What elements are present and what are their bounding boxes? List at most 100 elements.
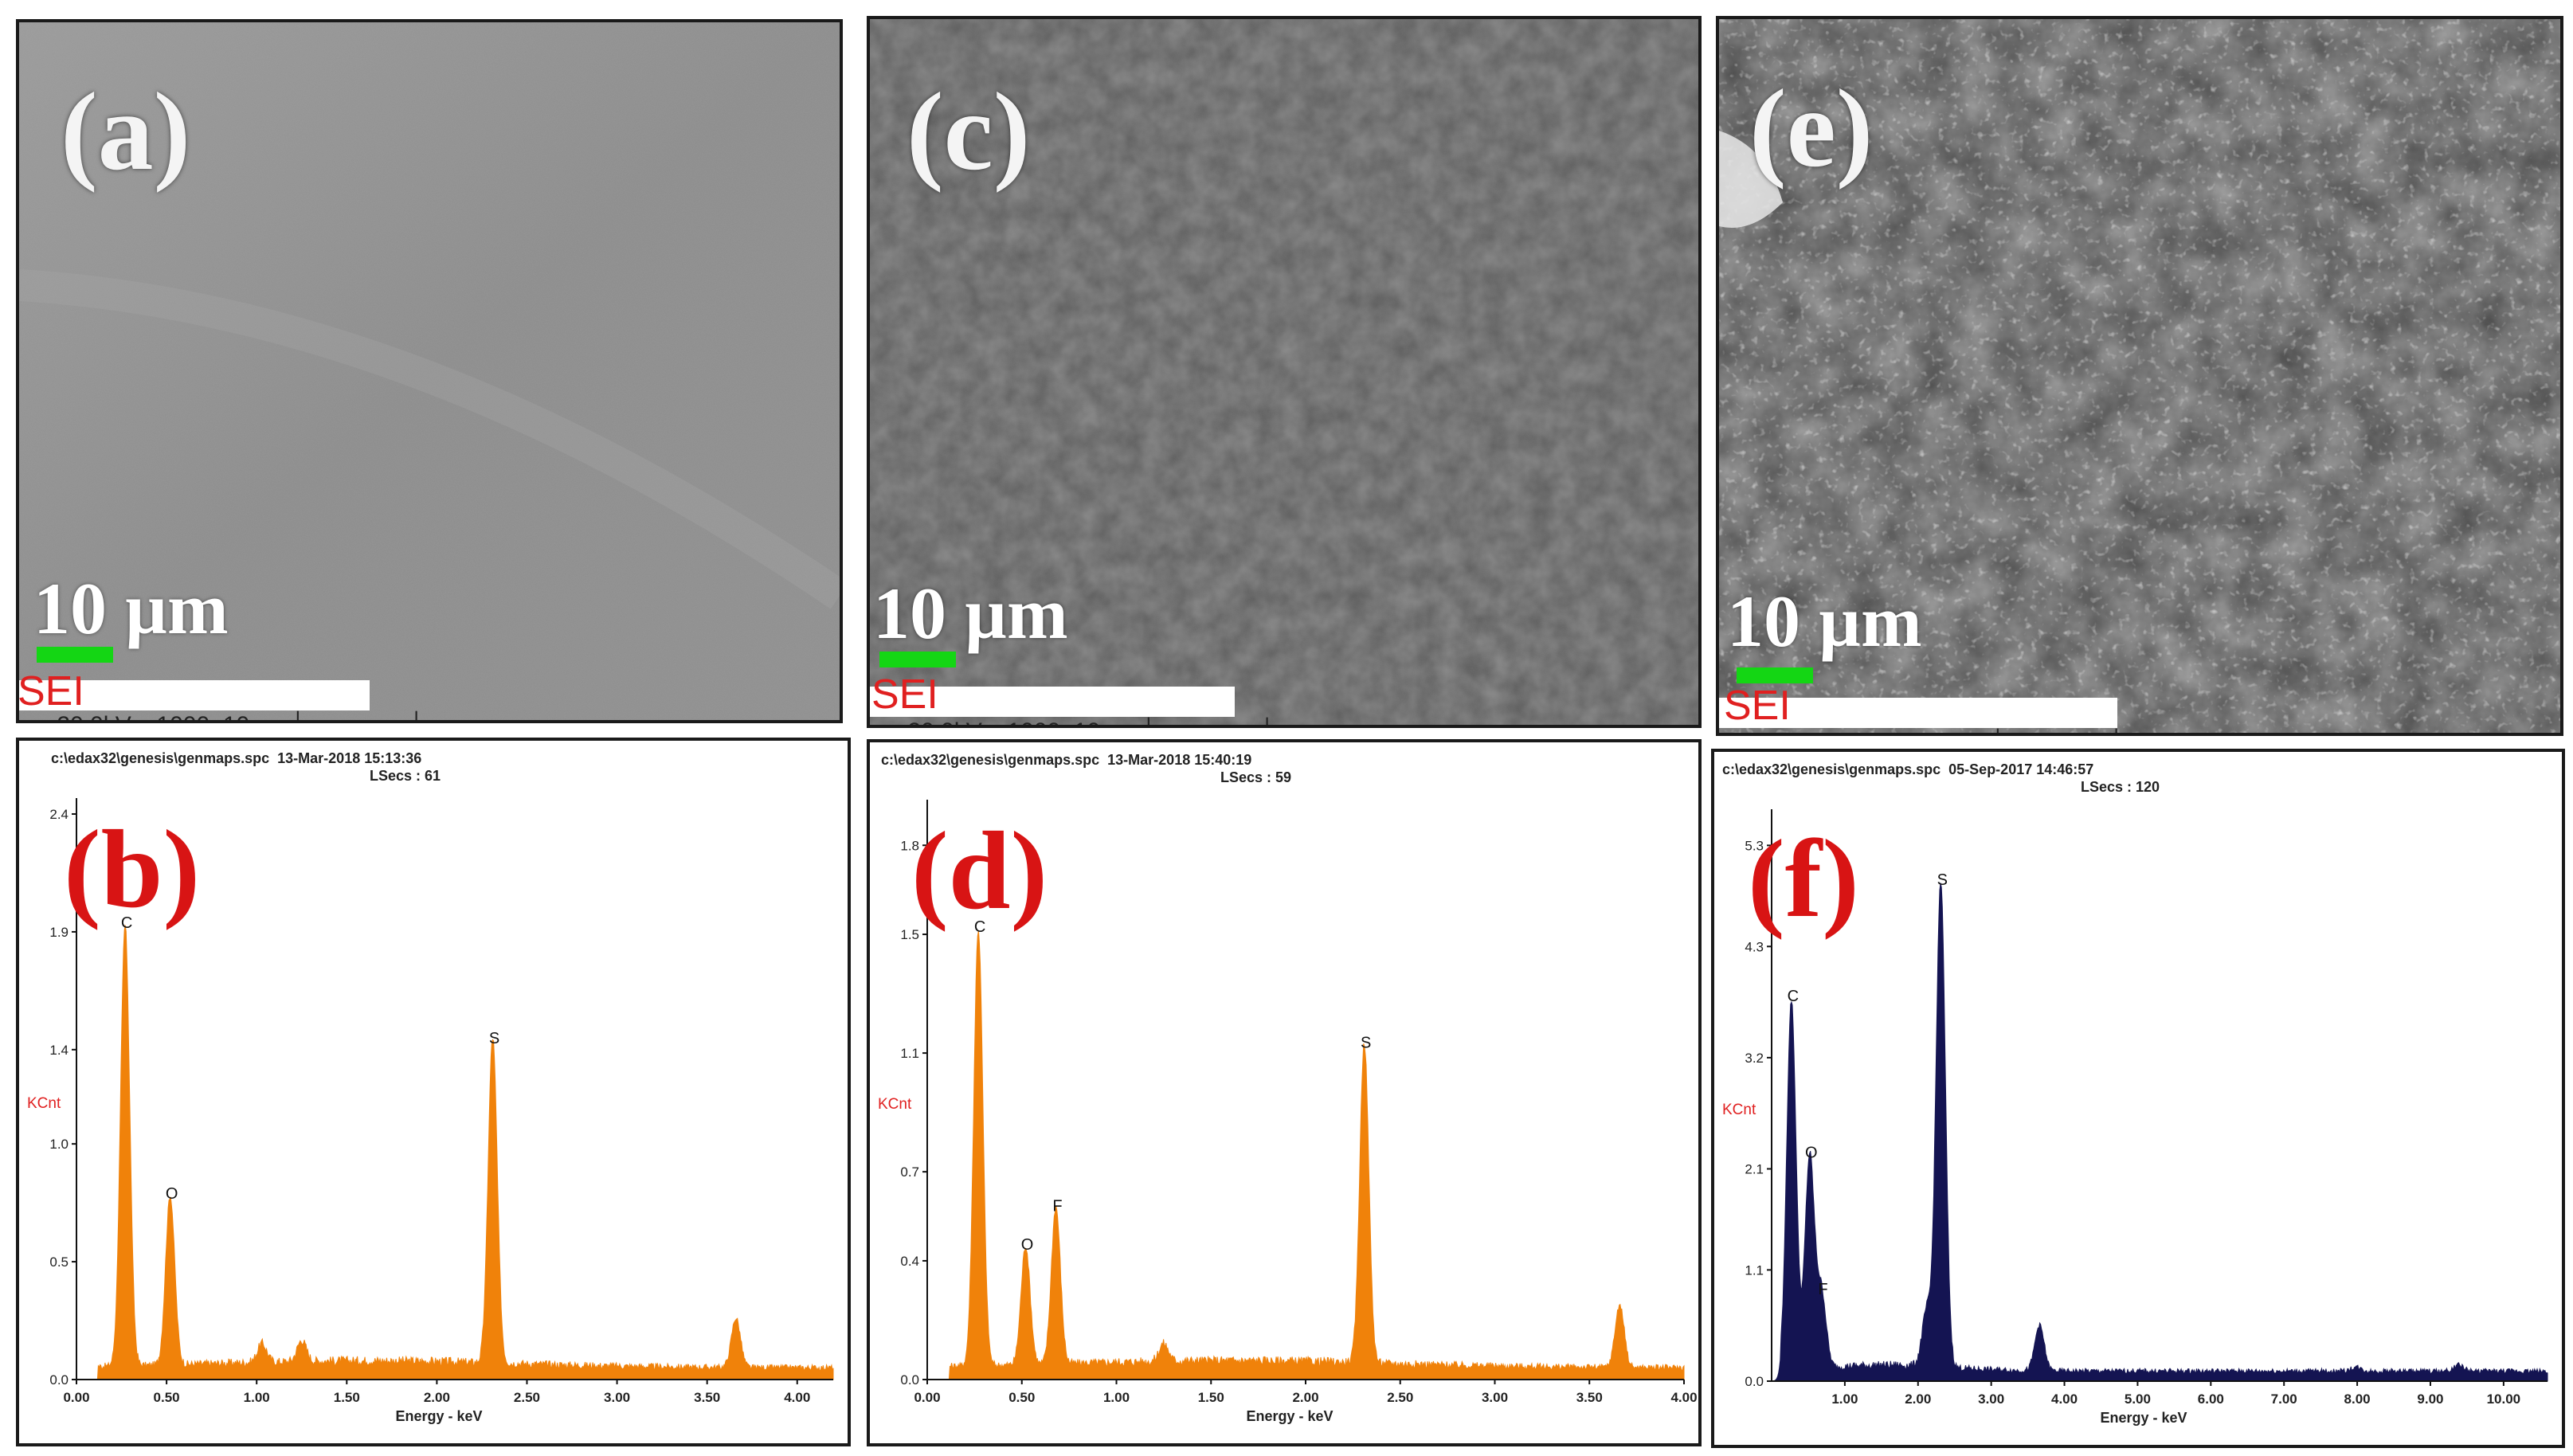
eds-spectrum-b: 0.0 0.5 1.0 1.4 1.9 2.4 0.00 0.50 1.00 1.50 2.00 2.… xyxy=(27,798,834,1424)
mag-c: x1000 xyxy=(995,718,1060,725)
info-strip-e: 20.0kV x1500 10um ├──────┤ xyxy=(1719,698,2125,733)
eds-lsecs-f: LSecs : 120 xyxy=(2081,779,2160,795)
y-tick-label: 2.1 xyxy=(1745,1161,1764,1176)
x-tick-label: 5.00 xyxy=(2125,1391,2151,1407)
x-tick-label: 0.00 xyxy=(63,1390,89,1405)
y-tick-label: 0.4 xyxy=(900,1254,919,1269)
panel-label-a: (a) xyxy=(61,70,191,194)
eds-date-d: 13-Mar-2018 15:40:19 xyxy=(1107,752,1252,768)
info-strip-a: 20.0kV x1000 10um ├──────┤ xyxy=(19,680,425,720)
eds-panel-d: 0.0 0.4 0.7 1.1 1.5 1.8 0.00 0.50 1.00 1.50 2.00 2.… xyxy=(867,739,1702,1446)
mini-scale-a: ├──────┤ xyxy=(289,712,425,720)
mag-a: x1000 xyxy=(144,712,210,720)
panel-label-b: (b) xyxy=(64,808,201,931)
mini-scale-e: ├──────┤ xyxy=(1989,730,2125,733)
peak-label-o: O xyxy=(1021,1236,1034,1254)
mag-e: x1500 xyxy=(1844,730,1909,733)
eds-spectrum-f: 0.0 1.1 2.1 3.2 4.3 5.3 1.00 2.00 3.00 4.00 5.00 6.… xyxy=(1722,809,2548,1426)
x-tick-label: 3.00 xyxy=(604,1390,630,1405)
y-axis-label: KCnt xyxy=(1722,1102,1756,1118)
sei-label-a: SEI xyxy=(18,668,84,714)
x-tick-label: 0.50 xyxy=(1008,1390,1035,1405)
sem-panel-e: (e) 10 µm 20.0kV x1500 10um ├──────┤ SEI xyxy=(1716,16,2563,736)
y-tick-label: 0.7 xyxy=(900,1164,919,1180)
eds-lsecs-b: LSecs : 61 xyxy=(370,768,441,784)
spectrum-area xyxy=(927,930,1685,1380)
mini-scale-c: ├──────┤ xyxy=(1140,718,1275,725)
panel-label-d: (d) xyxy=(911,809,1048,933)
peak-label-s: S xyxy=(1937,871,1948,889)
scale-bar-e xyxy=(1737,667,1813,683)
x-tick-label: 1.00 xyxy=(244,1390,270,1405)
y-axis-label: KCnt xyxy=(878,1096,912,1113)
y-tick-label: 1.8 xyxy=(900,838,919,853)
peak-label-c: C xyxy=(121,914,132,932)
peak-label-s: S xyxy=(1361,1035,1371,1052)
bar-a: 10um xyxy=(223,712,283,720)
x-axis-label: Energy - keV xyxy=(1246,1408,1333,1424)
scale-label-c: 10 µm xyxy=(873,573,1068,654)
y-tick-label: 0.5 xyxy=(49,1254,69,1270)
sem-image-e xyxy=(1719,19,2560,733)
eds-header-f: c:\edax32\genesis\genmaps.spc 05-Sep-201… xyxy=(1722,761,2093,778)
y-tick-label: 5.3 xyxy=(1745,838,1764,853)
peak-label-c: C xyxy=(974,918,985,936)
x-tick-label: 8.00 xyxy=(2344,1391,2371,1407)
y-tick-label: 0.0 xyxy=(1745,1374,1764,1389)
x-tick-label: 0.00 xyxy=(914,1390,940,1405)
sei-label-e: SEI xyxy=(1724,683,1791,729)
x-tick-label: 10.00 xyxy=(2487,1391,2521,1407)
y-tick-label: 1.9 xyxy=(49,925,69,940)
y-tick-label: 1.0 xyxy=(49,1137,69,1152)
y-tick-label: 3.2 xyxy=(1745,1051,1764,1066)
scale-label-e: 10 µm xyxy=(1727,581,1922,662)
x-tick-label: 3.00 xyxy=(1978,1391,2004,1407)
peak-label-o: O xyxy=(166,1185,178,1203)
bar-e: 10um xyxy=(1923,730,1983,733)
x-tick-label: 7.00 xyxy=(2271,1391,2297,1407)
eds-path-b: c:\edax32\genesis\genmaps.spc xyxy=(51,750,270,766)
sem-image-c xyxy=(870,19,1698,725)
x-tick-label: 6.00 xyxy=(2198,1391,2224,1407)
panel-label-f: (f) xyxy=(1748,817,1859,941)
eds-path-f: c:\edax32\genesis\genmaps.spc xyxy=(1722,761,1941,777)
x-tick-label: 2.00 xyxy=(424,1390,450,1405)
kv-e: 20.0kV xyxy=(1756,730,1831,733)
panel-label-e: (e) xyxy=(1749,67,1874,190)
eds-date-b: 13-Mar-2018 15:13:36 xyxy=(277,750,422,766)
x-tick-label: 3.50 xyxy=(694,1390,720,1405)
eds-panel-f: 0.0 1.1 2.1 3.2 4.3 5.3 1.00 2.00 3.00 4.00 5.00 6.… xyxy=(1711,749,2565,1448)
eds-header-b: c:\edax32\genesis\genmaps.spc 13-Mar-201… xyxy=(51,750,421,767)
x-tick-label: 1.00 xyxy=(1831,1391,1858,1407)
kv-c: 20.0kV xyxy=(907,718,981,725)
x-tick-label: 2.50 xyxy=(514,1390,540,1405)
x-tick-label: 4.00 xyxy=(1670,1390,1697,1405)
x-tick-label: 2.00 xyxy=(1292,1390,1318,1405)
eds-spectrum-d: 0.0 0.4 0.7 1.1 1.5 1.8 0.00 0.50 1.00 1.50 2.00 2.… xyxy=(878,800,1698,1424)
scale-bar-c xyxy=(879,652,956,667)
spectrum-area xyxy=(1771,883,2548,1382)
sem-panel-c: (c) 10 µm 20.0kV x1000 10um ├──────┤ SEI xyxy=(867,16,1702,728)
y-tick-label: 1.1 xyxy=(900,1046,919,1061)
x-tick-label: 9.00 xyxy=(2417,1391,2443,1407)
peak-label-f: F xyxy=(1818,1281,1827,1298)
eds-path-d: c:\edax32\genesis\genmaps.spc xyxy=(881,752,1100,768)
x-tick-label: 4.00 xyxy=(2051,1391,2078,1407)
eds-panel-b: 0.0 0.5 1.0 1.4 1.9 2.4 0.00 0.50 1.00 1.50 2.00 2.… xyxy=(16,738,851,1446)
peak-label-s: S xyxy=(489,1030,499,1047)
scale-bar-a xyxy=(37,647,113,663)
y-tick-label: 1.1 xyxy=(1745,1262,1764,1278)
x-axis-label: Energy - keV xyxy=(2100,1410,2187,1426)
peak-label-o: O xyxy=(1805,1144,1818,1161)
x-tick-label: 2.00 xyxy=(1905,1391,1931,1407)
eds-date-f: 05-Sep-2017 14:46:57 xyxy=(1948,761,2094,777)
sem-image-a xyxy=(19,22,840,720)
spectrum-area xyxy=(76,925,834,1380)
x-axis-label: Energy - keV xyxy=(395,1408,482,1424)
y-tick-label: 1.5 xyxy=(900,927,919,942)
info-strip-c: 20.0kV x1000 10um ├──────┤ xyxy=(870,687,1275,725)
y-tick-label: 0.0 xyxy=(49,1372,69,1388)
x-tick-label: 2.50 xyxy=(1387,1390,1413,1405)
peak-label-c: C xyxy=(1788,988,1799,1005)
x-tick-label: 1.50 xyxy=(1198,1390,1224,1405)
